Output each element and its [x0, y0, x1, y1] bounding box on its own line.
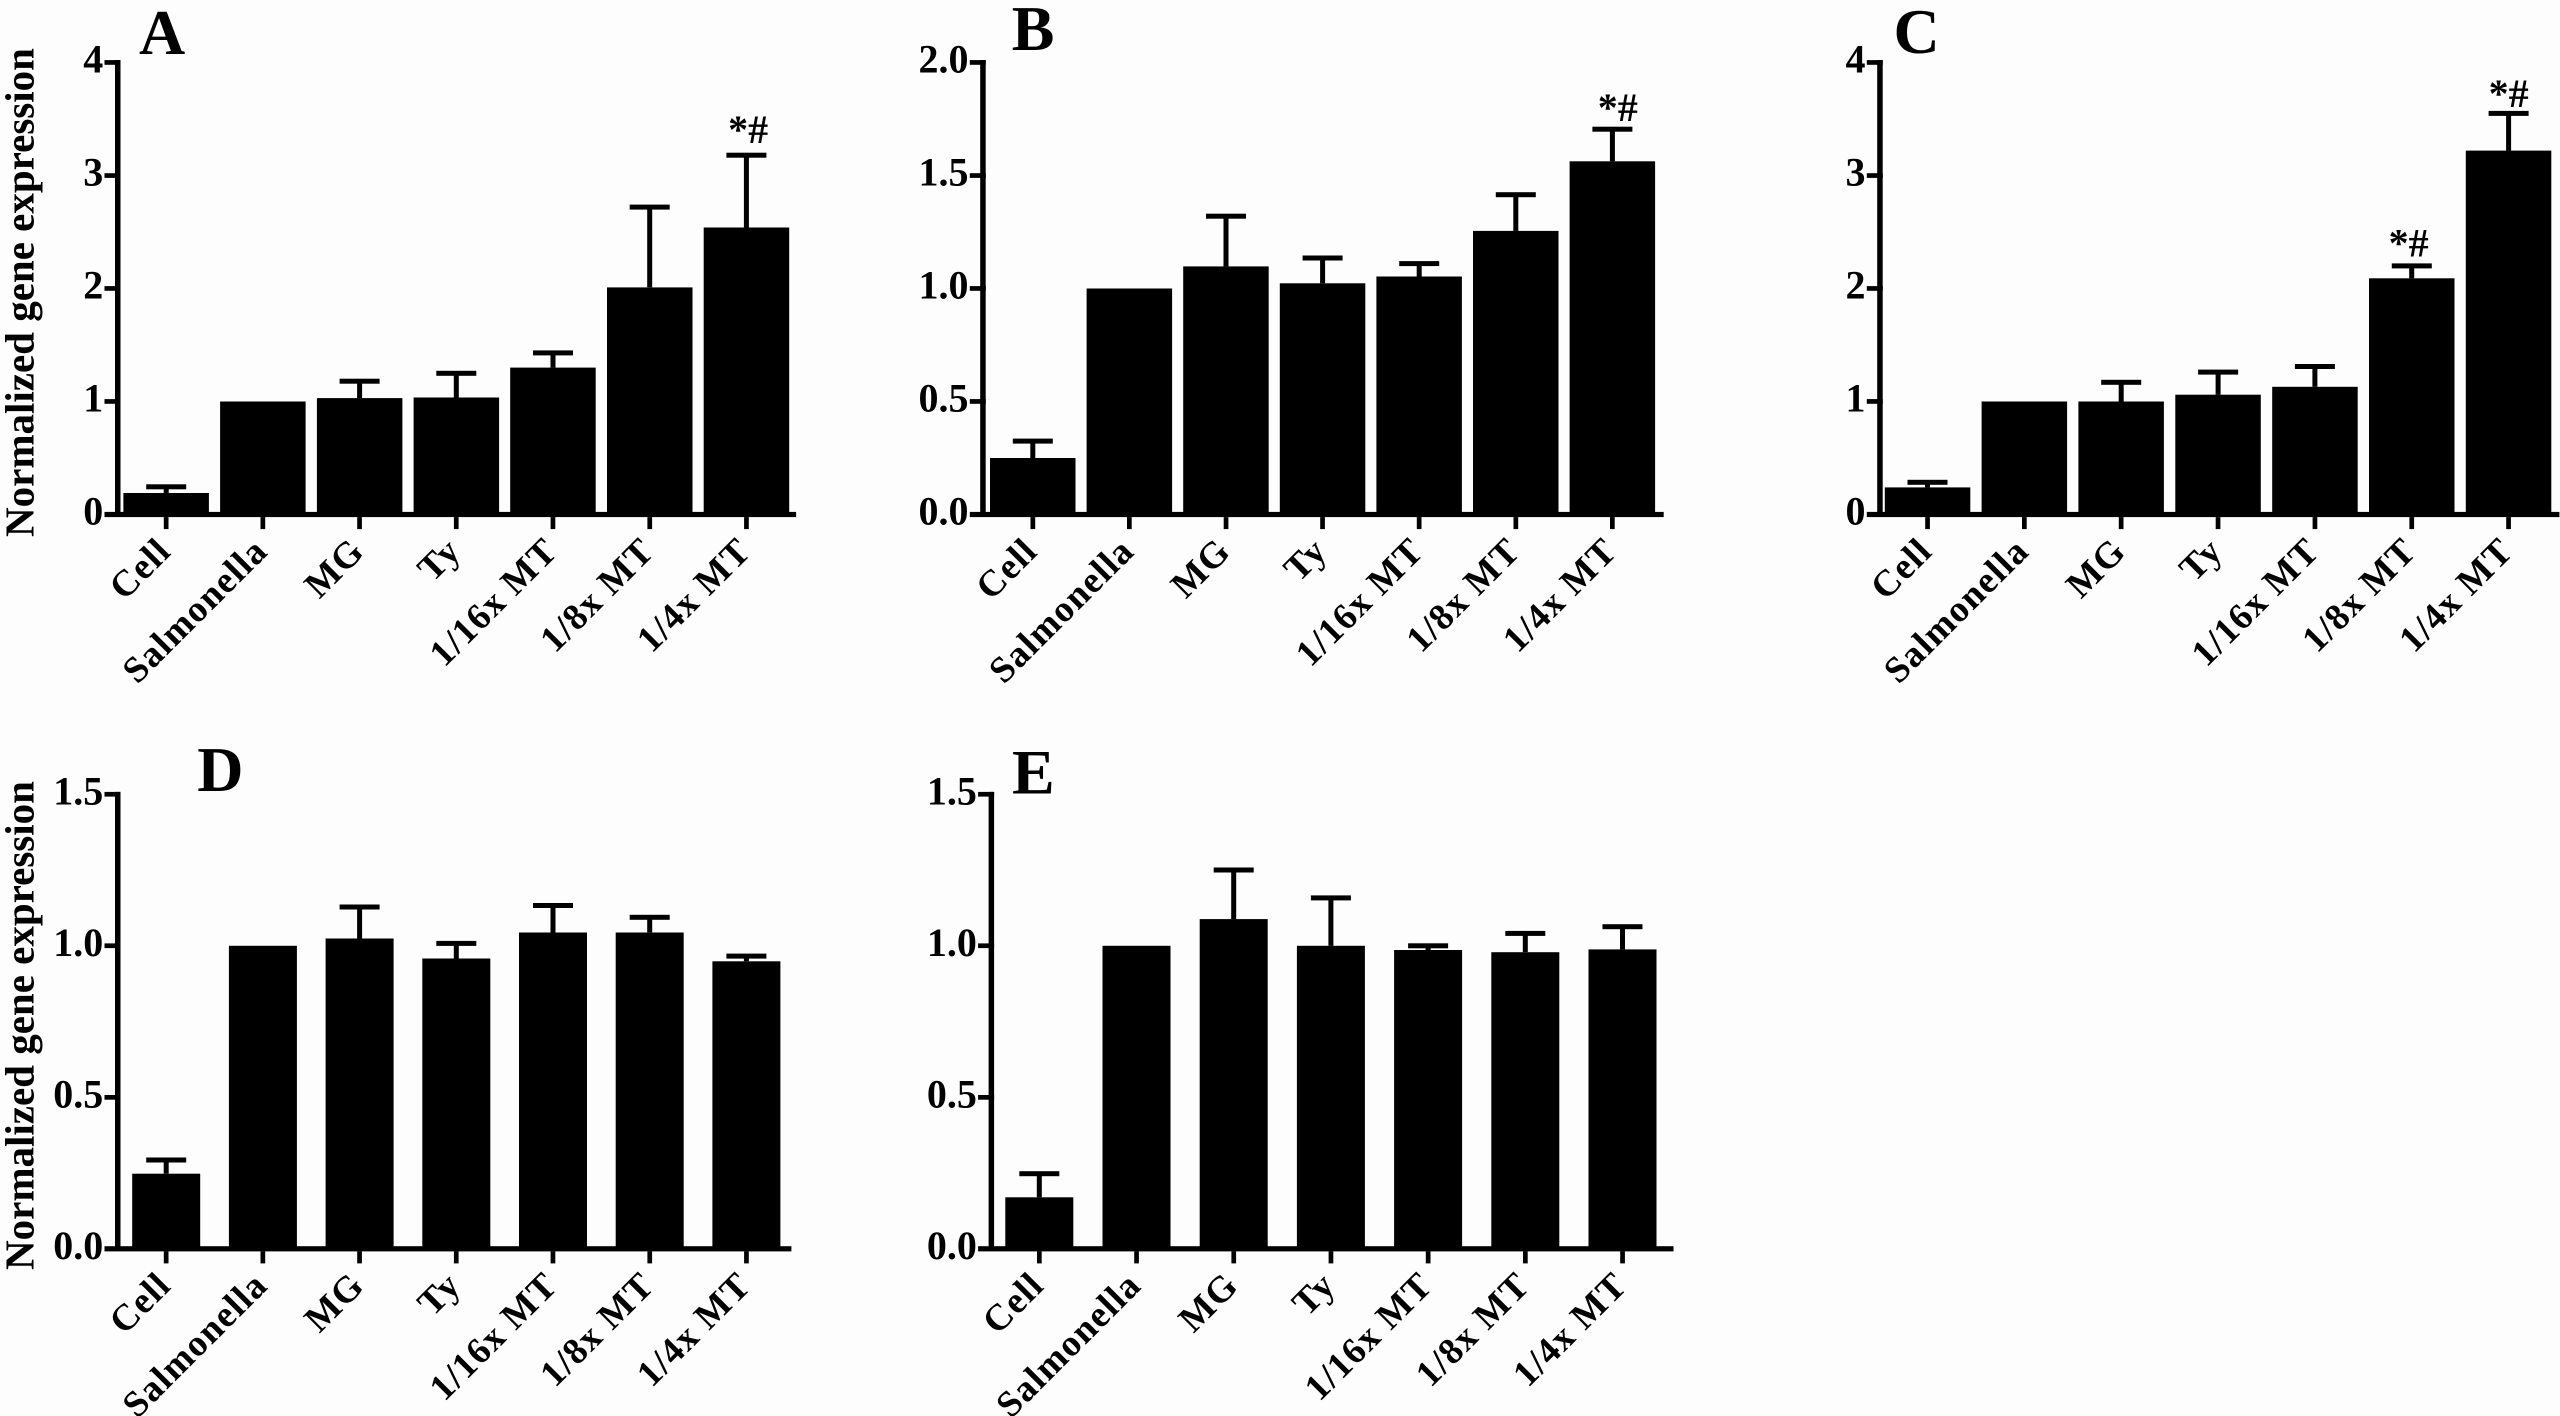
svg-text:*#: *# — [2389, 221, 2429, 266]
svg-text:E: E — [1012, 737, 1055, 808]
svg-text:1.5: 1.5 — [53, 768, 103, 813]
svg-text:0.0: 0.0 — [927, 1223, 977, 1268]
svg-text:D: D — [197, 734, 243, 805]
svg-text:0.0: 0.0 — [53, 1223, 103, 1268]
svg-text:2.0: 2.0 — [919, 37, 969, 82]
svg-text:1.5: 1.5 — [919, 150, 969, 195]
svg-text:1.0: 1.0 — [927, 920, 977, 965]
svg-text:2: 2 — [1846, 263, 1866, 308]
svg-text:1: 1 — [83, 376, 103, 421]
svg-text:1.0: 1.0 — [53, 920, 103, 965]
svg-text:1: 1 — [1846, 376, 1866, 421]
svg-text:Normalized gene expression: Normalized gene expression — [0, 781, 43, 1270]
svg-text:Normalized gene expression: Normalized gene expression — [0, 48, 43, 537]
svg-text:C: C — [1894, 0, 1940, 67]
svg-text:0.5: 0.5 — [53, 1071, 103, 1116]
svg-text:2: 2 — [83, 263, 103, 308]
svg-text:0: 0 — [1846, 489, 1866, 534]
svg-text:0.0: 0.0 — [919, 489, 969, 534]
svg-text:4: 4 — [1846, 37, 1866, 82]
svg-text:0.5: 0.5 — [919, 376, 969, 421]
svg-text:0.5: 0.5 — [927, 1071, 977, 1116]
svg-text:B: B — [1012, 0, 1055, 64]
svg-text:*#: *# — [1598, 85, 1638, 130]
svg-text:*#: *# — [2489, 71, 2529, 116]
svg-text:1.0: 1.0 — [919, 263, 969, 308]
svg-text:3: 3 — [1846, 150, 1866, 195]
svg-text:4: 4 — [83, 37, 103, 82]
svg-text:3: 3 — [83, 150, 103, 195]
svg-text:1.5: 1.5 — [927, 768, 977, 813]
svg-text:*#: *# — [728, 107, 768, 152]
svg-text:A: A — [139, 0, 185, 68]
svg-text:0: 0 — [83, 489, 103, 534]
